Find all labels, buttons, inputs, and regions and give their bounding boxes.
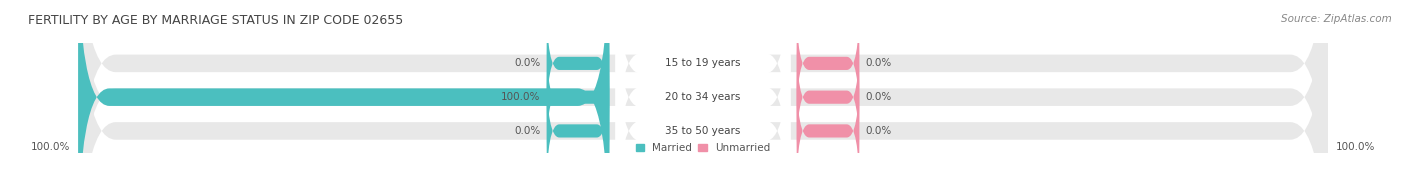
Text: 0.0%: 0.0% bbox=[515, 126, 540, 136]
Legend: Married, Unmarried: Married, Unmarried bbox=[636, 143, 770, 153]
Text: 100.0%: 100.0% bbox=[31, 142, 70, 152]
Text: Source: ZipAtlas.com: Source: ZipAtlas.com bbox=[1281, 14, 1392, 24]
FancyBboxPatch shape bbox=[797, 2, 859, 124]
Text: 0.0%: 0.0% bbox=[866, 126, 891, 136]
Text: 20 to 34 years: 20 to 34 years bbox=[665, 92, 741, 102]
FancyBboxPatch shape bbox=[616, 0, 790, 196]
FancyBboxPatch shape bbox=[547, 2, 609, 124]
FancyBboxPatch shape bbox=[616, 6, 790, 196]
FancyBboxPatch shape bbox=[79, 0, 1327, 196]
Text: 0.0%: 0.0% bbox=[515, 58, 540, 68]
FancyBboxPatch shape bbox=[79, 0, 1327, 196]
Text: 100.0%: 100.0% bbox=[501, 92, 540, 102]
Text: 15 to 19 years: 15 to 19 years bbox=[665, 58, 741, 68]
FancyBboxPatch shape bbox=[79, 0, 609, 196]
FancyBboxPatch shape bbox=[616, 0, 790, 188]
Text: 0.0%: 0.0% bbox=[866, 92, 891, 102]
FancyBboxPatch shape bbox=[797, 70, 859, 192]
Text: 100.0%: 100.0% bbox=[1336, 142, 1375, 152]
FancyBboxPatch shape bbox=[79, 0, 1327, 196]
Text: FERTILITY BY AGE BY MARRIAGE STATUS IN ZIP CODE 02655: FERTILITY BY AGE BY MARRIAGE STATUS IN Z… bbox=[28, 14, 404, 27]
Text: 0.0%: 0.0% bbox=[866, 58, 891, 68]
FancyBboxPatch shape bbox=[547, 36, 609, 158]
FancyBboxPatch shape bbox=[797, 36, 859, 158]
FancyBboxPatch shape bbox=[547, 70, 609, 192]
Text: 35 to 50 years: 35 to 50 years bbox=[665, 126, 741, 136]
